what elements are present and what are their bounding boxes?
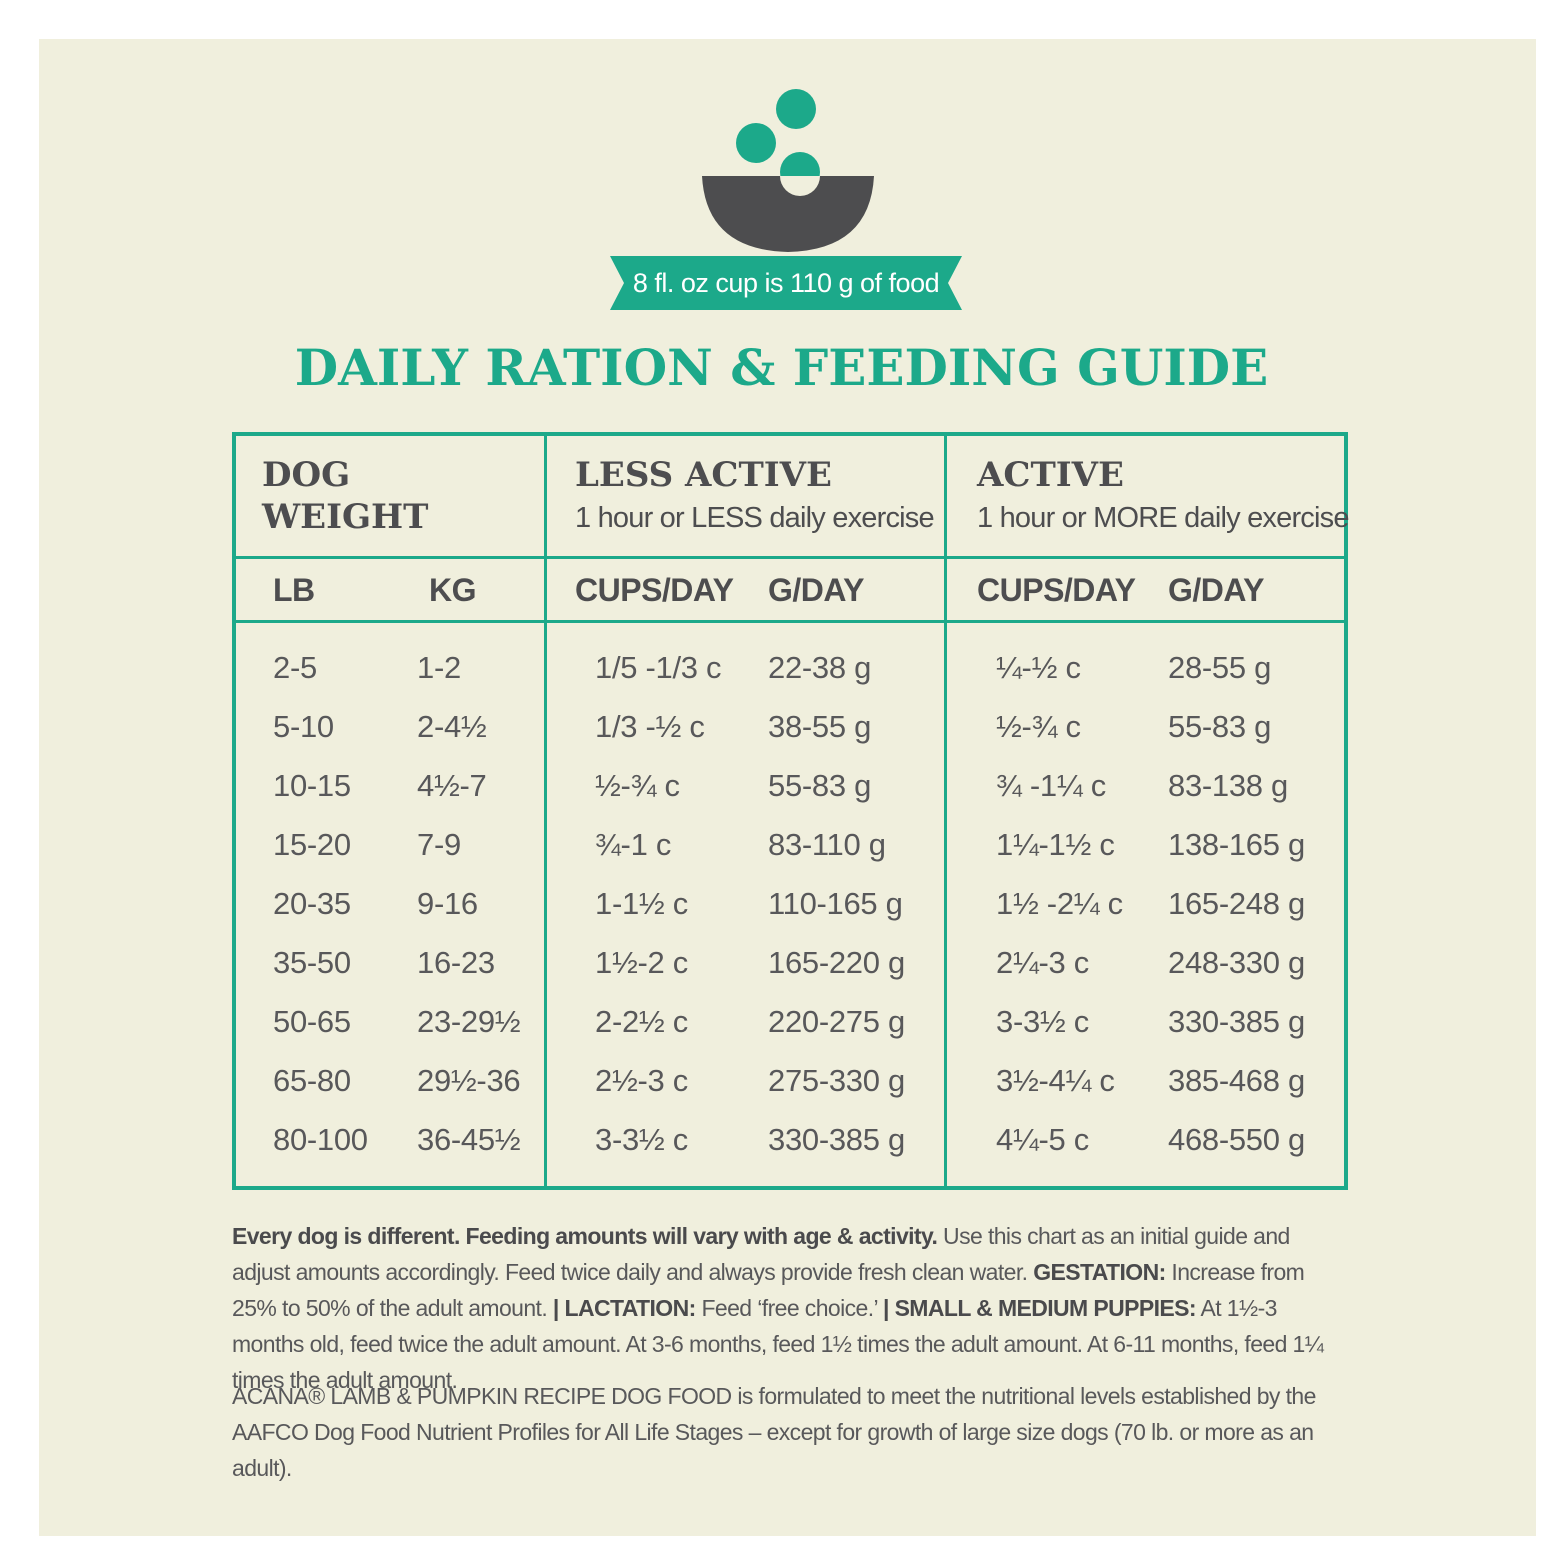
food-bowl-icon: [702, 89, 874, 252]
table-cell: 36-45½: [417, 1122, 521, 1157]
table-cell: 10-15: [273, 768, 351, 803]
table-cell: 22-38 g: [768, 650, 872, 685]
table-cell: 55-83 g: [1168, 709, 1272, 744]
table-cell: 138-165 g: [1168, 827, 1305, 862]
table-cell: 1/3 -½ c: [595, 709, 705, 744]
lactation-text: Feed ‘free choice.’: [695, 1295, 883, 1321]
table-cell: 3-3½ c: [595, 1122, 688, 1157]
table-cell: 2¼-3 c: [996, 945, 1089, 980]
banner-ribbon: [610, 256, 962, 310]
table-cell: 38-55 g: [768, 709, 872, 744]
table-cell: 165-220 g: [768, 945, 905, 980]
table-cell: 28-55 g: [1168, 650, 1272, 685]
gestation-label: GESTATION:: [1033, 1259, 1166, 1285]
table-cell: 330-385 g: [1168, 1004, 1305, 1039]
column-header-grams-less: G/DAY: [768, 572, 864, 608]
table-cell: 1¼-1½ c: [996, 827, 1115, 862]
header-less-active: LESS ACTIVE: [575, 455, 832, 495]
table-divider: [232, 556, 1344, 559]
table-cell: 4¼-5 c: [996, 1122, 1089, 1157]
table-cell: 2-5: [273, 650, 317, 685]
table-cell: 2-4½: [417, 709, 487, 744]
table-cell: 23-29½: [417, 1004, 521, 1039]
table-cell: 4½-7: [417, 768, 487, 803]
notes-bold-intro: Every dog is different. Feeding amounts …: [232, 1223, 938, 1249]
table-cell: 1-2: [417, 650, 461, 685]
table-cell: 15-20: [273, 827, 351, 862]
table-cell: 50-65: [273, 1004, 351, 1039]
table-cell: 9-16: [417, 886, 478, 921]
header-weight-line1: DOG: [262, 455, 351, 495]
table-cell: 16-23: [417, 945, 495, 980]
column-header-cups-less: CUPS/DAY: [575, 572, 734, 608]
table-cell: 248-330 g: [1168, 945, 1305, 980]
header-active-subtitle: 1 hour or MORE daily exercise: [977, 502, 1349, 534]
table-cell: 65-80: [273, 1063, 351, 1098]
table-cell: 110-165 g: [768, 886, 903, 921]
table-cell: 1½ -2¼ c: [996, 886, 1123, 921]
table-cell: ½-¾ c: [996, 709, 1081, 744]
table-cell: 7-9: [417, 827, 461, 862]
table-cell: 83-138 g: [1168, 768, 1288, 803]
disclaimer: ACANA® LAMB & PUMPKIN RECIPE DOG FOOD is…: [232, 1383, 1316, 1481]
table-cell: ½-¾ c: [595, 768, 680, 803]
table-cell: ¾-1 c: [595, 827, 672, 862]
header-active: ACTIVE: [977, 455, 1124, 495]
table-cell: 330-385 g: [768, 1122, 905, 1157]
table-cell: 5-10: [273, 709, 334, 744]
table-divider: [232, 620, 1344, 623]
puppies-text: At 1½-3 months old, feed twice the adult…: [232, 1295, 1324, 1393]
table-cell: 2-2½ c: [595, 1004, 688, 1039]
column-header-cups-active: CUPS/DAY: [977, 572, 1136, 608]
banner-text: 8 fl. oz cup is 110 g of food: [632, 268, 940, 298]
column-header-kg: KG: [429, 572, 477, 608]
feeding-notes: Every dog is different. Feeding amounts …: [232, 1218, 1352, 1398]
lactation-label: | LACTATION:: [552, 1295, 696, 1321]
table-cell: 20-35: [273, 886, 351, 921]
header-less-active-subtitle: 1 hour or LESS daily exercise: [575, 502, 935, 534]
table-cell: 3-3½ c: [996, 1004, 1089, 1039]
puppies-label: | SMALL & MEDIUM PUPPIES:: [882, 1295, 1197, 1321]
table-cell: 165-248 g: [1168, 886, 1305, 921]
gestation-text: Increase from 25% to 50% of the adult am…: [232, 1259, 1305, 1321]
table-cell: 2½-3 c: [595, 1063, 688, 1098]
table-divider: [544, 432, 547, 1186]
table-cell: 80-100: [273, 1122, 368, 1157]
table-cell: 385-468 g: [1168, 1063, 1305, 1098]
table-cell: ¼-½ c: [996, 650, 1081, 685]
table-cell: 55-83 g: [768, 768, 872, 803]
page-title: DAILY RATION & FEEDING GUIDE: [294, 338, 1269, 397]
table-cell: 275-330 g: [768, 1063, 905, 1098]
table-cell: 1/5 -1/3 c: [595, 650, 722, 685]
table-cell: 1½-2 c: [595, 945, 688, 980]
header-weight-line2: WEIGHT: [262, 497, 429, 537]
table-divider: [944, 432, 947, 1186]
table-cell: ¾ -1¼ c: [996, 768, 1106, 803]
table-cell: 83-110 g: [768, 827, 886, 862]
column-header-lb: LB: [273, 572, 315, 608]
feeding-table: [232, 432, 1348, 1190]
column-header-grams-active: G/DAY: [1168, 572, 1264, 608]
table-cell: 35-50: [273, 945, 351, 980]
table-cell: 3½-4¼ c: [996, 1063, 1115, 1098]
table-cell: 468-550 g: [1168, 1122, 1305, 1157]
table-cell: 29½-36: [417, 1063, 521, 1098]
table-cell: 220-275 g: [768, 1004, 905, 1039]
table-cell: 1-1½ c: [595, 886, 688, 921]
notes-text: Use this chart as an initial guide and a…: [232, 1223, 1290, 1285]
